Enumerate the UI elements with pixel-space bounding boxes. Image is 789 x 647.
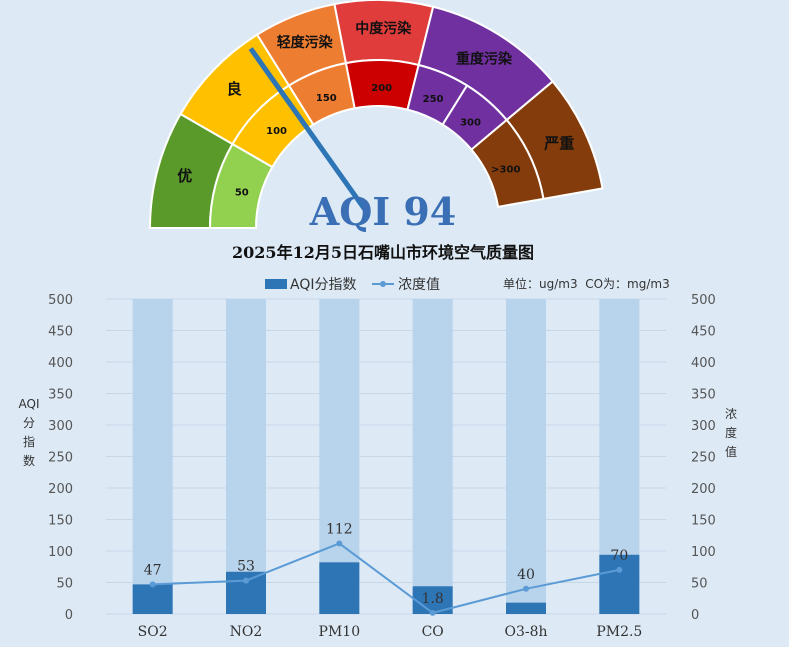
concentration-point-0 bbox=[149, 581, 156, 588]
y-left-tick-6: 300 bbox=[48, 419, 73, 434]
x-category-5: PM2.5 bbox=[596, 624, 642, 640]
gauge-pointer bbox=[248, 47, 369, 214]
aqi-bars bbox=[132, 554, 640, 614]
x-category-3: CO bbox=[422, 624, 444, 640]
gauge-outer-label-1: 良 bbox=[227, 80, 242, 98]
concentration-line-path bbox=[152, 542, 620, 614]
gauge-inner-bands bbox=[208, 59, 545, 229]
y-left-tick-4: 200 bbox=[48, 482, 73, 497]
aqi-bar-5 bbox=[599, 554, 640, 614]
concentration-label-5: 70 bbox=[610, 548, 628, 564]
concentration-point-2 bbox=[336, 540, 343, 547]
concentration-point-3 bbox=[429, 609, 436, 616]
y-right-tick-10: 500 bbox=[691, 293, 716, 308]
plot-area: 47 53 112 1.8 40 70 0 50 100 150 200 250 300 350 400 4… bbox=[48, 293, 716, 640]
y-right-tick-4: 200 bbox=[691, 482, 716, 497]
x-category-2: PM10 bbox=[319, 624, 361, 640]
y-left-tick-0: 0 bbox=[65, 608, 73, 623]
y-axis-left-ticks: 0 50 100 150 200 250 300 350 400 450 500 bbox=[48, 293, 73, 623]
y-left-tick-10: 500 bbox=[48, 293, 73, 308]
y-left-tick-2: 100 bbox=[48, 545, 73, 560]
y-left-tick-1: 50 bbox=[56, 577, 73, 592]
x-category-1: NO2 bbox=[230, 624, 263, 640]
background-bar-0 bbox=[132, 299, 173, 614]
y-left-tick-7: 350 bbox=[48, 388, 73, 403]
gauge-inner-label-5: 300 bbox=[460, 118, 481, 129]
chart-title: 2025年12月5日石嘴山市环境空气质量图 bbox=[232, 243, 534, 262]
y-right-tick-8: 400 bbox=[691, 356, 716, 371]
y-right-tick-7: 350 bbox=[691, 388, 716, 403]
aqi-bar-0 bbox=[132, 584, 173, 614]
unit-note: 单位：ug/m3 CO为：mg/m3 bbox=[503, 276, 670, 291]
y-right-tick-1: 50 bbox=[691, 577, 708, 592]
gauge-outer-label-0: 优 bbox=[177, 167, 192, 185]
gauge-inner-label-2: 150 bbox=[316, 93, 337, 104]
y-axis-left-title: AQI 分指数 bbox=[19, 397, 40, 468]
gauge-inner-label-1: 100 bbox=[266, 126, 287, 137]
concentration-label-4: 40 bbox=[517, 567, 535, 583]
y-axis-right-title: 浓度值 bbox=[725, 407, 737, 459]
concentration-label-2: 112 bbox=[326, 521, 353, 537]
concentration-line: 47 53 112 1.8 40 70 bbox=[144, 521, 628, 616]
y-right-tick-3: 150 bbox=[691, 514, 716, 529]
legend: AQI分指数 浓度值 bbox=[265, 277, 440, 293]
x-category-0: SO2 bbox=[138, 624, 168, 640]
concentration-label-3: 1.8 bbox=[422, 591, 444, 607]
concentration-label-0: 47 bbox=[144, 562, 162, 578]
gridlines bbox=[106, 298, 666, 615]
y-right-tick-6: 300 bbox=[691, 419, 716, 434]
y-left-tick-5: 250 bbox=[48, 451, 73, 466]
gauge-outer-label-2: 轻度污染 bbox=[277, 34, 334, 51]
gauge-outer-label-4: 重度污染 bbox=[456, 50, 513, 67]
concentration-point-4 bbox=[523, 585, 529, 592]
x-axis-categories: SO2 NO2 PM10 CO O3-8h PM2.5 bbox=[138, 624, 643, 640]
aqi-bar-4 bbox=[506, 602, 546, 614]
y-right-tick-0: 0 bbox=[691, 608, 699, 623]
background-bar-1 bbox=[226, 299, 266, 614]
aqi-value-label: AQI 94 bbox=[309, 189, 456, 234]
concentration-point-5 bbox=[616, 566, 623, 573]
gauge-outer-label-3: 中度污染 bbox=[355, 20, 412, 37]
background-bar-2 bbox=[319, 299, 360, 614]
background-bar-3 bbox=[412, 299, 453, 614]
x-category-4: O3-8h bbox=[504, 624, 547, 640]
gauge-inner-label-3: 200 bbox=[371, 83, 392, 94]
gauge-inner-label-6: >300 bbox=[491, 164, 520, 175]
legend-line-marker bbox=[380, 281, 386, 287]
legend-line-label: 浓度值 bbox=[398, 277, 440, 293]
y-left-tick-3: 150 bbox=[48, 514, 73, 529]
y-right-tick-9: 450 bbox=[691, 325, 716, 340]
gauge-inner-band-6 bbox=[470, 118, 545, 208]
y-right-tick-2: 100 bbox=[691, 545, 716, 560]
background-bar-4 bbox=[506, 299, 546, 614]
y-left-tick-8: 400 bbox=[48, 356, 73, 371]
gauge-outer-label-5: 严重 bbox=[543, 134, 574, 152]
gauge-inner-label-0: 50 bbox=[235, 188, 249, 199]
y-axis-right-ticks: 0 50 100 150 200 250 300 350 400 450 500 bbox=[691, 293, 716, 623]
concentration-point-1 bbox=[243, 577, 249, 584]
y-left-tick-9: 450 bbox=[48, 325, 73, 340]
gauge-inner-label-4: 250 bbox=[423, 94, 444, 105]
legend-bar-swatch bbox=[265, 279, 287, 289]
y-right-tick-5: 250 bbox=[691, 451, 716, 466]
concentration-label-1: 53 bbox=[237, 559, 255, 575]
aqi-bar-2 bbox=[319, 562, 360, 614]
legend-bar-label: AQI分指数 bbox=[290, 277, 356, 293]
